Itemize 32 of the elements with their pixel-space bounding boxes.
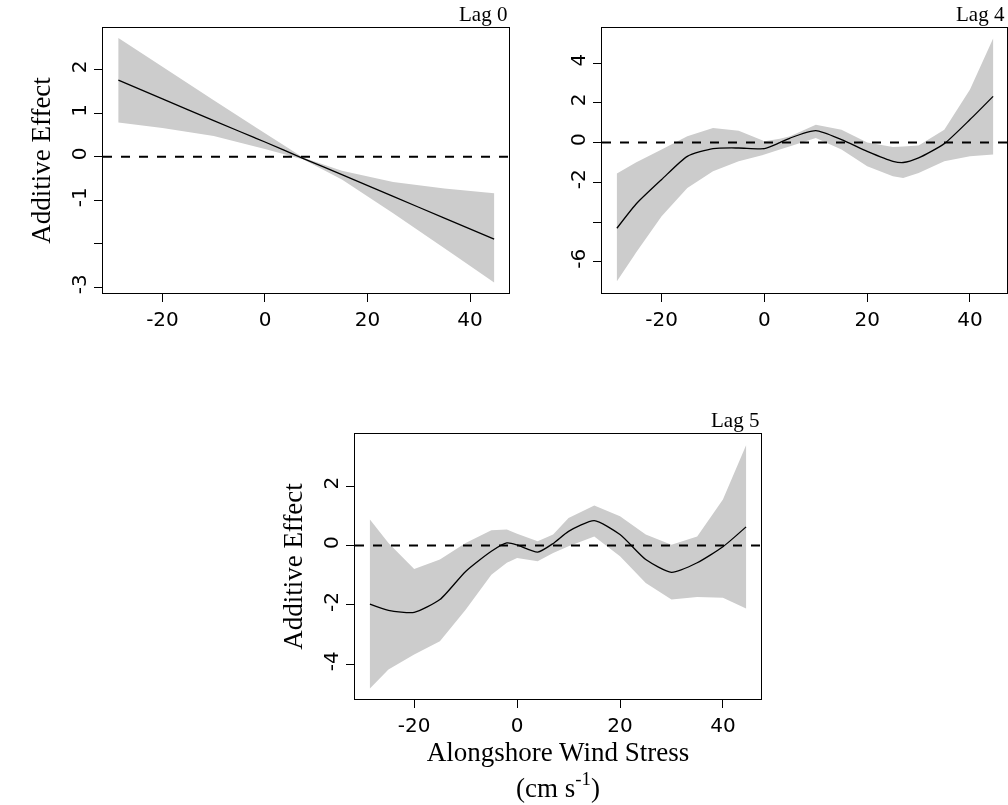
- x-tick-label: 0: [258, 307, 272, 332]
- y-tick-label: -4: [318, 651, 343, 672]
- y-tick-label: -6: [565, 248, 590, 269]
- x-tick-label: -20: [397, 713, 431, 738]
- x-tick-label: 40: [710, 713, 736, 738]
- y-tick-label: 0: [565, 133, 590, 146]
- y-tick-label: 4: [565, 53, 590, 67]
- y-tick-label: -3: [66, 274, 91, 295]
- chart-title: Lag 0: [459, 2, 508, 26]
- y-tick-label: -1: [66, 187, 91, 208]
- y-tick-label: 2: [318, 476, 343, 490]
- x-tick-label: -20: [645, 307, 678, 332]
- x-tick-label: 20: [607, 713, 633, 738]
- x-tick-label: -20: [146, 307, 179, 332]
- x-axis-title: Alongshore Wind Stress (cm s$^{-1}$): [426, 737, 690, 803]
- x-tick-label: 40: [957, 307, 983, 332]
- x-tick-label: 40: [457, 307, 483, 332]
- x-tick-label: 20: [854, 307, 880, 332]
- x-tick-label: 20: [354, 307, 381, 332]
- x-tick-label: 0: [510, 713, 524, 738]
- y-tick-label: 1: [66, 103, 91, 117]
- y-tick-label: 2: [66, 60, 91, 74]
- y-axis-title: Additive Effect: [25, 76, 56, 244]
- chart-title: Lag 5: [711, 408, 760, 432]
- y-axis-title: Additive Effect: [277, 482, 308, 650]
- y-tick-label: 2: [565, 93, 590, 107]
- chart-title: Lag 4: [956, 2, 1005, 26]
- x-tick-label: 0: [758, 307, 771, 332]
- y-tick-label: 0: [66, 147, 91, 161]
- y-tick-label: 0: [318, 536, 343, 549]
- y-tick-label: -2: [565, 169, 590, 190]
- y-tick-label: -2: [318, 591, 343, 612]
